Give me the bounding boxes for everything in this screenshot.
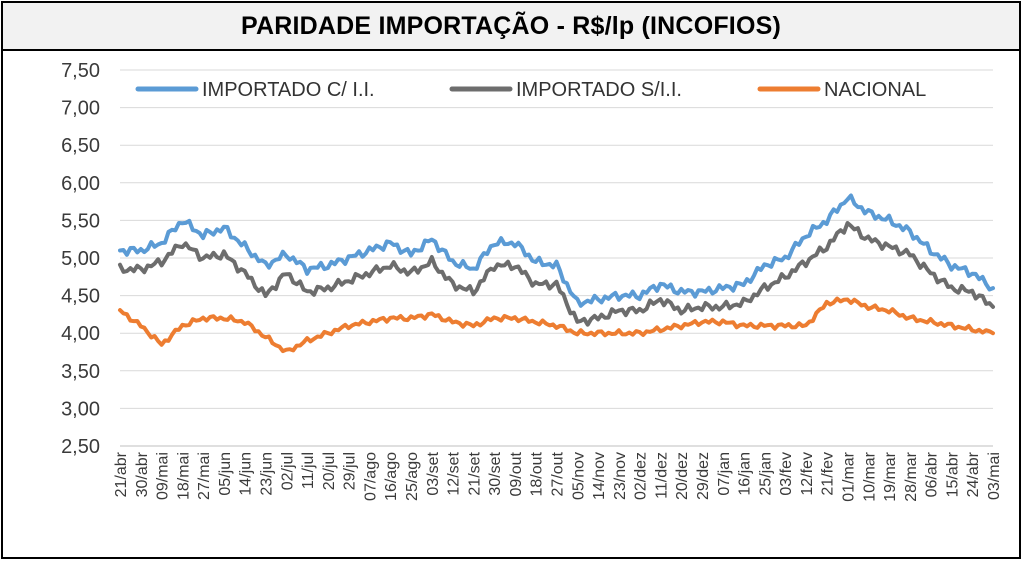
x-tick-label: 12/fev xyxy=(799,452,816,496)
x-tick-label: 07/jan xyxy=(716,452,733,496)
x-tick-label: 18/out xyxy=(529,451,546,496)
y-tick-label: 4,00 xyxy=(61,323,100,345)
x-tick-label: 28/mar xyxy=(903,451,920,501)
x-tick-label: 12/set xyxy=(446,451,463,495)
x-tick-label: 29/jul xyxy=(342,452,359,490)
x-tick-label: 20/dez xyxy=(674,452,691,500)
x-tick-label: 20/jul xyxy=(321,452,338,490)
x-axis: 21/abr 30/abr 09/mai 18/mai 27/mai 05/jun 14/j… xyxy=(113,451,1003,501)
y-axis: 7,50 7,00 6,50 6,00 5,50 5,00 4,50 4,00 3,50 3,00… xyxy=(61,60,100,458)
x-tick-label: 21/set xyxy=(466,451,483,495)
legend-label-s-ii: IMPORTADO S/I.I. xyxy=(516,79,682,101)
x-tick-label: 07/ago xyxy=(362,452,379,501)
x-tick-label: 09/mai xyxy=(155,452,172,500)
series-line-c-ii xyxy=(118,193,995,308)
y-tick-label: 4,50 xyxy=(61,286,100,308)
plot-area xyxy=(118,193,995,354)
chart-title-bar: PARIDADE IMPORTAÇÃO - R$/lp (INCOFIOS) xyxy=(3,3,1019,51)
x-tick-label: 25/jan xyxy=(757,452,774,496)
x-tick-label: 14/jun xyxy=(238,452,255,496)
x-tick-label: 16/jan xyxy=(737,452,754,496)
x-tick-label: 27/mai xyxy=(196,452,213,500)
x-tick-label: 19/mar xyxy=(882,451,899,501)
y-tick-label: 5,00 xyxy=(61,248,100,270)
y-tick-label: 3,50 xyxy=(61,361,100,383)
x-tick-label: 27/out xyxy=(550,451,567,496)
series-line-s-ii xyxy=(118,221,995,327)
x-tick-label: 23/jun xyxy=(259,452,276,496)
x-tick-label: 29/dez xyxy=(695,452,712,500)
x-tick-label: 09/out xyxy=(508,451,525,496)
legend-label-c-ii: IMPORTADO C/ I.I. xyxy=(202,79,375,101)
x-tick-label: 03/set xyxy=(425,451,442,495)
x-tick-label: 02/dez xyxy=(633,452,650,500)
x-tick-label: 01/mar xyxy=(841,451,858,501)
x-tick-label: 23/nov xyxy=(612,452,629,500)
x-tick-label: 11/dez xyxy=(653,452,670,499)
legend-label-nacional: NACIONAL xyxy=(824,79,926,101)
x-tick-label: 21/fev xyxy=(820,452,837,496)
legend: IMPORTADO C/ I.I. IMPORTADO S/I.I. NACIO… xyxy=(135,79,926,101)
x-tick-label: 21/abr xyxy=(113,451,130,497)
chart-title: PARIDADE IMPORTAÇÃO - R$/lp (INCOFIOS) xyxy=(241,11,781,40)
x-tick-label: 02/jul xyxy=(279,452,296,490)
y-tick-label: 2,50 xyxy=(61,436,100,458)
x-tick-label: 14/nov xyxy=(591,452,608,500)
x-tick-label: 03/fev xyxy=(778,452,795,496)
x-tick-label: 11/jul xyxy=(300,452,317,489)
y-tick-label: 6,50 xyxy=(61,135,100,157)
y-tick-label: 7,00 xyxy=(61,98,100,120)
x-tick-label: 05/jun xyxy=(217,452,234,496)
x-tick-label: 25/ago xyxy=(404,452,421,501)
x-tick-label: 30/abr xyxy=(134,451,151,497)
y-tick-label: 7,50 xyxy=(61,60,100,82)
x-tick-label: 15/abr xyxy=(944,451,961,497)
x-tick-label: 06/abr xyxy=(924,451,941,497)
y-tick-label: 3,00 xyxy=(61,398,100,420)
x-tick-label: 10/mar xyxy=(861,451,878,501)
x-tick-label: 03/mai xyxy=(986,452,1003,500)
x-tick-label: 24/abr xyxy=(965,451,982,497)
x-tick-label: 30/set xyxy=(487,451,504,495)
x-tick-label: 05/nov xyxy=(570,452,587,500)
x-tick-label: 16/ago xyxy=(383,452,400,501)
y-tick-label: 5,50 xyxy=(61,210,100,232)
series-line-nacional xyxy=(118,296,995,354)
x-tick-label: 18/mai xyxy=(175,452,192,500)
y-tick-label: 6,00 xyxy=(61,173,100,195)
